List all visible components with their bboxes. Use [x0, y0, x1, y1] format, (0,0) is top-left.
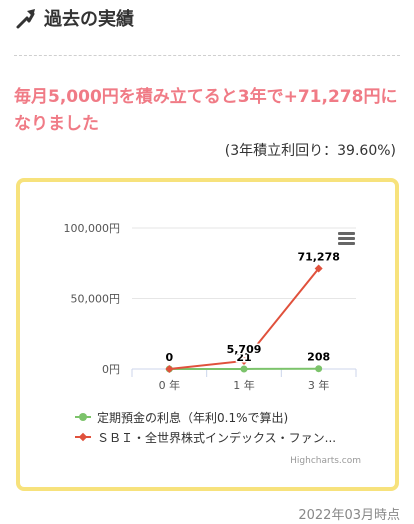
data-label: 5,709 [227, 343, 262, 356]
data-label: 21 [236, 351, 251, 364]
legend-label-deposit: 定期預金の利息（年利0.1%で算出) [97, 410, 289, 425]
legend-circle-icon [75, 412, 91, 422]
data-point [240, 356, 248, 365]
y-tick-label: 0円 [102, 363, 120, 376]
data-point [315, 365, 323, 373]
x-tick-label: 1 年 [233, 378, 255, 392]
result-headline: 毎月5,000円を積み立てると3年で+71,278円になりました [14, 87, 398, 134]
y-tick-label: 100,000円 [64, 222, 121, 235]
yield-rate-text: (3年積立利回り：39.60%) [224, 143, 396, 159]
data-point [240, 365, 248, 373]
trend-up-arrow-icon [16, 9, 35, 29]
chart-container: 0円 50,000円 100,000円 0 年 1 年 3 年 21 208 0 5,709 71,… [16, 178, 399, 491]
legend-item-deposit[interactable]: 定期預金の利息（年利0.1%で算出) [75, 407, 336, 427]
divider [14, 55, 400, 56]
data-point [314, 264, 323, 273]
data-timestamp: 2022年03月時点 [298, 508, 400, 523]
section-header: 過去の実績 [14, 0, 400, 56]
data-label: 208 [307, 351, 330, 364]
chart-legend: 定期預金の利息（年利0.1%で算出) ＳＢＩ・全世界株式インデックス・ファン..… [75, 407, 336, 447]
chart-credits[interactable]: Highcharts.com [290, 456, 361, 466]
legend-label-fund: ＳＢＩ・全世界株式インデックス・ファン... [97, 430, 337, 445]
x-tick-label: 0 年 [159, 378, 181, 392]
line-chart: 0円 50,000円 100,000円 0 年 1 年 3 年 21 208 0 5,709 71,… [64, 222, 357, 392]
section-title: 過去の実績 [44, 9, 134, 30]
data-label: 71,278 [297, 250, 339, 263]
data-point [165, 365, 174, 373]
data-label: 0 [166, 351, 174, 364]
legend-diamond-icon [75, 432, 91, 442]
y-tick-label: 50,000円 [71, 293, 121, 306]
chart-menu-icon[interactable] [338, 232, 355, 246]
legend-item-fund[interactable]: ＳＢＩ・全世界株式インデックス・ファン... [75, 427, 336, 447]
x-tick-label: 3 年 [308, 378, 330, 392]
